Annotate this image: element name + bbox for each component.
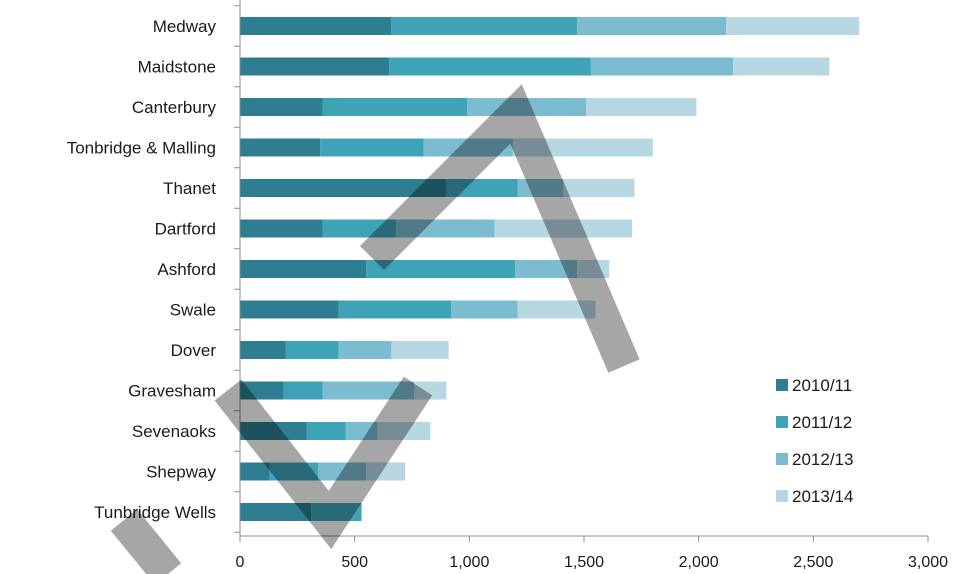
bar-segment <box>322 219 396 238</box>
bar-segment <box>590 57 734 76</box>
bar-segment <box>240 260 367 278</box>
bar-segment <box>517 179 564 197</box>
bar-segment <box>240 462 270 481</box>
bar-segment <box>577 260 610 278</box>
bar-segment <box>377 422 431 440</box>
legend-swatch <box>776 490 788 502</box>
bar-segment <box>322 381 415 400</box>
legend-label: 2013/14 <box>792 487 853 506</box>
bar-segment <box>317 462 367 481</box>
bar-segment <box>322 98 468 116</box>
legend-swatch <box>776 379 788 391</box>
bar-segment <box>240 341 286 359</box>
watermark-overlay <box>110 84 640 574</box>
bar-segment <box>512 138 653 157</box>
bar-segment <box>577 17 727 35</box>
bar-segment <box>450 300 518 319</box>
bar-segment <box>733 57 830 76</box>
category-label: Tunbridge Wells <box>94 503 216 522</box>
bar-segment <box>467 98 587 116</box>
bar-segment <box>240 503 312 521</box>
bar-segment <box>391 17 578 35</box>
bar-segment <box>366 462 406 481</box>
bar-segment <box>494 219 633 238</box>
legend: 2010/11 2011/12 2012/13 2013/14 <box>776 376 853 506</box>
category-label: Thanet <box>163 179 216 198</box>
bar-segment <box>586 98 697 116</box>
bar-segment <box>306 422 346 440</box>
x-tick-label: 500 <box>341 554 368 571</box>
category-label: Ashford <box>157 260 216 279</box>
bar-segment <box>391 341 449 359</box>
bar-segment <box>240 422 307 440</box>
category-label: Gravesham <box>128 382 216 401</box>
legend-label: 2010/11 <box>792 376 852 395</box>
x-tick-label: 3,000 <box>908 554 948 571</box>
bar-segment <box>283 381 323 400</box>
bar-segment <box>345 422 378 440</box>
bar-segment <box>414 381 447 400</box>
bar-marks <box>240 17 860 521</box>
bar-segment <box>338 300 451 319</box>
x-tick-label: 2,500 <box>793 554 833 571</box>
bar-segment <box>726 17 860 35</box>
bar-segment <box>338 341 392 359</box>
x-tick-label: 1,500 <box>564 554 604 571</box>
watermark-stroke-bottom <box>110 509 182 574</box>
bar-segment <box>395 219 495 238</box>
category-label: Tonbridge & Malling <box>67 139 216 158</box>
category-label: Dartford <box>155 220 216 239</box>
category-labels: Medway Maidstone Canterbury Tonbridge & Mal… <box>67 17 217 522</box>
legend-swatch <box>776 416 788 428</box>
x-tick-label: 1,000 <box>449 554 489 571</box>
bar-segment <box>269 462 318 481</box>
x-axis-ticks: 0 500 1,000 1,500 2,000 2,500 3,000 <box>236 536 948 571</box>
bar-segment <box>240 179 447 197</box>
x-tick-label: 2,000 <box>679 554 719 571</box>
category-label: Canterbury <box>132 98 217 117</box>
category-label: Medway <box>153 17 217 36</box>
legend-label: 2011/12 <box>792 413 852 432</box>
bar-segment <box>240 219 323 238</box>
watermark-stroke-right <box>359 84 640 373</box>
x-tick-label: 0 <box>236 554 245 571</box>
bar-segment <box>240 17 392 35</box>
category-label: Maidstone <box>138 58 216 77</box>
bar-segment <box>517 300 596 319</box>
legend-swatch <box>776 453 788 465</box>
bar-segment <box>423 138 513 157</box>
bar-segment <box>240 381 284 400</box>
bar-segment <box>515 260 578 278</box>
bar-segment <box>240 57 390 76</box>
watermark-stroke-left <box>214 376 433 550</box>
bar-segment <box>563 179 635 197</box>
bar-segment <box>389 57 591 76</box>
category-label: Shepway <box>146 463 216 482</box>
bar-segment <box>285 341 339 359</box>
category-label: Dover <box>171 341 217 360</box>
bar-segment <box>446 179 518 197</box>
bar-segment <box>311 503 362 521</box>
category-label: Sevenaoks <box>132 422 216 441</box>
legend-label: 2012/13 <box>792 450 853 469</box>
bar-segment <box>240 300 339 319</box>
category-label: Swale <box>170 301 216 320</box>
bar-segment <box>240 138 321 157</box>
bar-segment <box>240 98 323 116</box>
bar-segment <box>320 138 424 157</box>
bar-segment <box>366 260 516 278</box>
